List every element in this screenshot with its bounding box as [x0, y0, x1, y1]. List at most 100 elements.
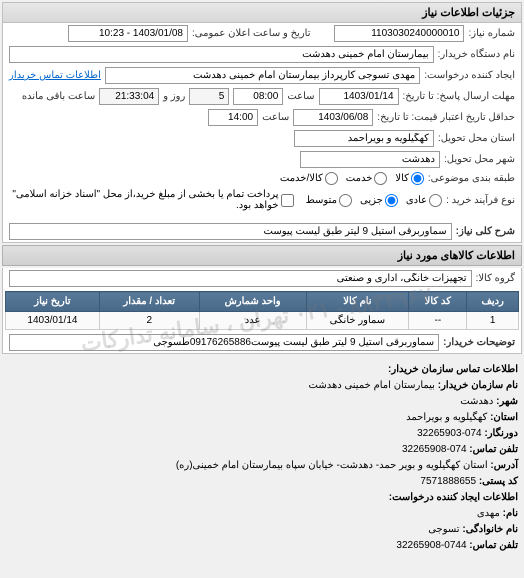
family-label: نام خانوادگی: [462, 524, 518, 535]
panel-title: جزئیات اطلاعات نیاز [3, 3, 521, 23]
org-value: بیمارستان امام خمینی دهدشت [309, 380, 435, 391]
remaining-days-label: روز و [163, 91, 185, 102]
contact-city: شهر: دهدشت [6, 394, 518, 410]
row-city: شهر محل تحویل: [3, 149, 521, 170]
creator-input[interactable] [105, 67, 420, 84]
announce-label: تاریخ و ساعت اعلان عمومی: [192, 28, 311, 39]
category-option: کالا [395, 172, 424, 185]
buytype-option: جزیی [360, 194, 398, 207]
announce-input[interactable] [68, 25, 188, 42]
creator-phone: تلفن تماس: 0744-32265908 [6, 538, 518, 554]
ccity-value: دهدشت [460, 396, 493, 407]
buytype-radio[interactable] [339, 194, 352, 207]
table-header-cell: واحد شمارش [199, 292, 306, 312]
ccity-label: شهر: [496, 396, 518, 407]
fax-value: 074-32265903 [417, 428, 482, 439]
buytype-radio[interactable] [429, 194, 442, 207]
row-province: استان محل تحویل: [3, 128, 521, 149]
table-cell: 1 [467, 312, 519, 330]
name-value: مهدی [477, 508, 500, 519]
category-option: کالا/خدمت [280, 172, 338, 185]
row-buyer: نام دستگاه خریدار: [3, 44, 521, 65]
contact-province: استان: کهگیلویه و بویراحمد [6, 410, 518, 426]
name-label: نام: [503, 508, 518, 519]
number-input[interactable] [334, 25, 464, 42]
buytype-radio[interactable] [385, 194, 398, 207]
category-label: طبقه بندی موضوعی: [428, 173, 515, 184]
table-header-cell: تاریخ نیاز [6, 292, 100, 312]
category-radio[interactable] [325, 172, 338, 185]
buytype-label: نوع فرآیند خرید : [446, 195, 515, 206]
deadline-time-input[interactable] [233, 88, 283, 105]
row-desc: شرح کلی نیاز: [3, 221, 521, 242]
comment-input[interactable] [9, 334, 439, 351]
table-cell: 2 [99, 312, 199, 330]
payment-note: پرداخت تمام یا بخشی از مبلغ خرید،از محل … [9, 189, 279, 211]
validity-time-input[interactable] [208, 109, 258, 126]
buytype-option: متوسط [306, 194, 352, 207]
buytype-radio-group: عادی جزیی متوسط [306, 194, 443, 207]
remaining-time-input [99, 88, 159, 105]
table-header-cell: نام کالا [306, 292, 409, 312]
cprovince-label: استان: [490, 412, 518, 423]
category-label: کالا [395, 173, 409, 184]
desc-input[interactable] [9, 223, 452, 240]
table-cell: -- [409, 312, 467, 330]
row-buytype: نوع فرآیند خرید : عادی جزیی متوسط پرداخت ت… [3, 187, 521, 213]
contact-fax: دورنگار: 074-32265903 [6, 426, 518, 442]
comment-label: توضیحات خریدار: [443, 337, 515, 348]
desc-label: شرح کلی نیاز: [456, 226, 515, 237]
city-input[interactable] [300, 151, 440, 168]
phone-label: تلفن تماس: [469, 444, 518, 455]
details-panel: جزئیات اطلاعات نیاز شماره نیاز: تاریخ و … [2, 2, 522, 243]
category-label: کالا/خدمت [280, 173, 323, 184]
payment-checkbox[interactable] [281, 194, 294, 207]
province-label: استان محل تحویل: [438, 133, 515, 144]
contact-address: آدرس: استان کهگیلویه و بویر حمد- دهدشت- … [6, 458, 518, 474]
creator-phone-value: 0744-32265908 [396, 540, 466, 551]
table-cell: 1403/01/14 [6, 312, 100, 330]
row-comment: توضیحات خریدار: [3, 332, 521, 353]
remaining-days-input [189, 88, 229, 105]
creator-header: اطلاعات ایجاد کننده درخواست: [6, 490, 518, 506]
category-label: خدمت [346, 173, 373, 184]
category-radio[interactable] [374, 172, 387, 185]
buytype-label: عادی [406, 195, 427, 206]
number-label: شماره نیاز: [468, 28, 515, 39]
creator-label: ایجاد کننده درخواست: [424, 70, 515, 81]
category-option: خدمت [346, 172, 388, 185]
address-value: استان کهگیلویه و بویر حمد- دهدشت- خیابان… [176, 460, 488, 471]
validity-label: حداقل تاریخ اعتبار قیمت: تا تاریخ: [377, 112, 515, 123]
row-number: شماره نیاز: تاریخ و ساعت اعلان عمومی: [3, 23, 521, 44]
table-cell: عدد [199, 312, 306, 330]
address-label: آدرس: [490, 460, 518, 471]
phone-value: 074-32265908 [402, 444, 467, 455]
row-creator: ایجاد کننده درخواست: اطلاعات تماس خریدار [3, 65, 521, 86]
postal-value: 7571888655 [420, 476, 476, 487]
category-radio[interactable] [411, 172, 424, 185]
group-label: گروه کالا: [476, 273, 515, 284]
payment-note-wrap: پرداخت تمام یا بخشی از مبلغ خرید،از محل … [9, 189, 294, 211]
row-validity: حداقل تاریخ اعتبار قیمت: تا تاریخ: ساعت [3, 107, 521, 128]
buytype-option: عادی [406, 194, 442, 207]
buyer-input[interactable] [9, 46, 434, 63]
category-radio-group: کالا خدمت کالا/خدمت [280, 172, 424, 185]
table-cell: سماور خانگی [306, 312, 409, 330]
table-header-cell: تعداد / مقدار [99, 292, 199, 312]
family-value: تسوجی [428, 524, 459, 535]
deadline-date-input[interactable] [319, 88, 399, 105]
row-category: طبقه بندی موضوعی: کالا خدمت کالا/خدمت [3, 170, 521, 187]
contact-section: اطلاعات تماس سازمان خریدار: نام سازمان خ… [0, 356, 524, 560]
org-label: نام سازمان خریدار: [438, 380, 518, 391]
province-input[interactable] [294, 130, 434, 147]
buytype-label: جزیی [360, 195, 383, 206]
remaining-label: ساعت باقی مانده [22, 91, 95, 102]
items-header: اطلاعات کالاهای مورد نیاز [2, 245, 522, 266]
deadline-time-label: ساعت [287, 91, 314, 102]
table-row[interactable]: 1--سماور خانگیعدد21403/01/14 [6, 312, 519, 330]
contact-postal: کد پستی: 7571888655 [6, 474, 518, 490]
city-label: شهر محل تحویل: [444, 154, 515, 165]
validity-date-input[interactable] [293, 109, 373, 126]
group-input[interactable] [9, 270, 472, 287]
contact-link[interactable]: اطلاعات تماس خریدار [9, 70, 101, 81]
